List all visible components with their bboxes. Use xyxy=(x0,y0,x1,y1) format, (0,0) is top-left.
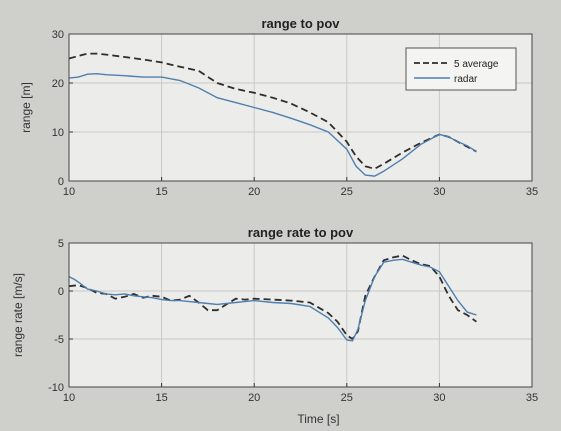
chart1-legend-label: radar xyxy=(454,74,478,85)
chart1-ytick-label: 30 xyxy=(52,29,64,41)
chart1-legend-label: 5 average xyxy=(454,59,499,70)
chart2-title: range rate to pov xyxy=(248,225,354,240)
chart2-ytick-label: 0 xyxy=(58,286,64,298)
chart1-ytick-label: 0 xyxy=(58,176,64,188)
chart1-xtick-label: 35 xyxy=(526,186,538,198)
chart1-series-5-average xyxy=(68,52,477,170)
chart1-ytick-label: 10 xyxy=(52,127,64,139)
chart1-legend-box xyxy=(405,47,517,91)
chart1-xtick-label: 20 xyxy=(248,186,260,198)
chart1-ylabel: range [m] xyxy=(19,82,33,133)
chart1-xtick-label: 10 xyxy=(63,186,75,198)
chart2-plot-area xyxy=(69,243,532,387)
chart1-axes-frame xyxy=(68,33,533,182)
chart1-xtick-label: 15 xyxy=(155,186,167,198)
chart1-title: range to pov xyxy=(261,16,340,31)
chart2-xtick-label: 30 xyxy=(433,392,445,404)
chart2-ytick-label: -5 xyxy=(54,334,64,346)
chart2-xtick-label: 10 xyxy=(63,392,75,404)
chart1-series-radar xyxy=(68,72,477,177)
chart2-xtick-label: 20 xyxy=(248,392,260,404)
chart2-series-radar xyxy=(68,258,477,342)
chart2-xtick-label: 15 xyxy=(155,392,167,404)
chart1-xtick-label: 30 xyxy=(433,186,445,198)
chart2-ylabel: range rate [m/s] xyxy=(11,273,25,357)
chart1-xtick-label: 25 xyxy=(341,186,353,198)
chart2-xtick-label: 35 xyxy=(526,392,538,404)
chart2-series-5-average xyxy=(68,254,477,341)
chart2-ytick-label: 5 xyxy=(58,238,64,250)
chart2-xlabel: Time [s] xyxy=(297,412,339,426)
chart2-axes-frame xyxy=(68,242,533,388)
chart2-ytick-label: -10 xyxy=(48,382,64,394)
chart2-xtick-label: 25 xyxy=(341,392,353,404)
chart1-ytick-label: 20 xyxy=(52,78,64,90)
